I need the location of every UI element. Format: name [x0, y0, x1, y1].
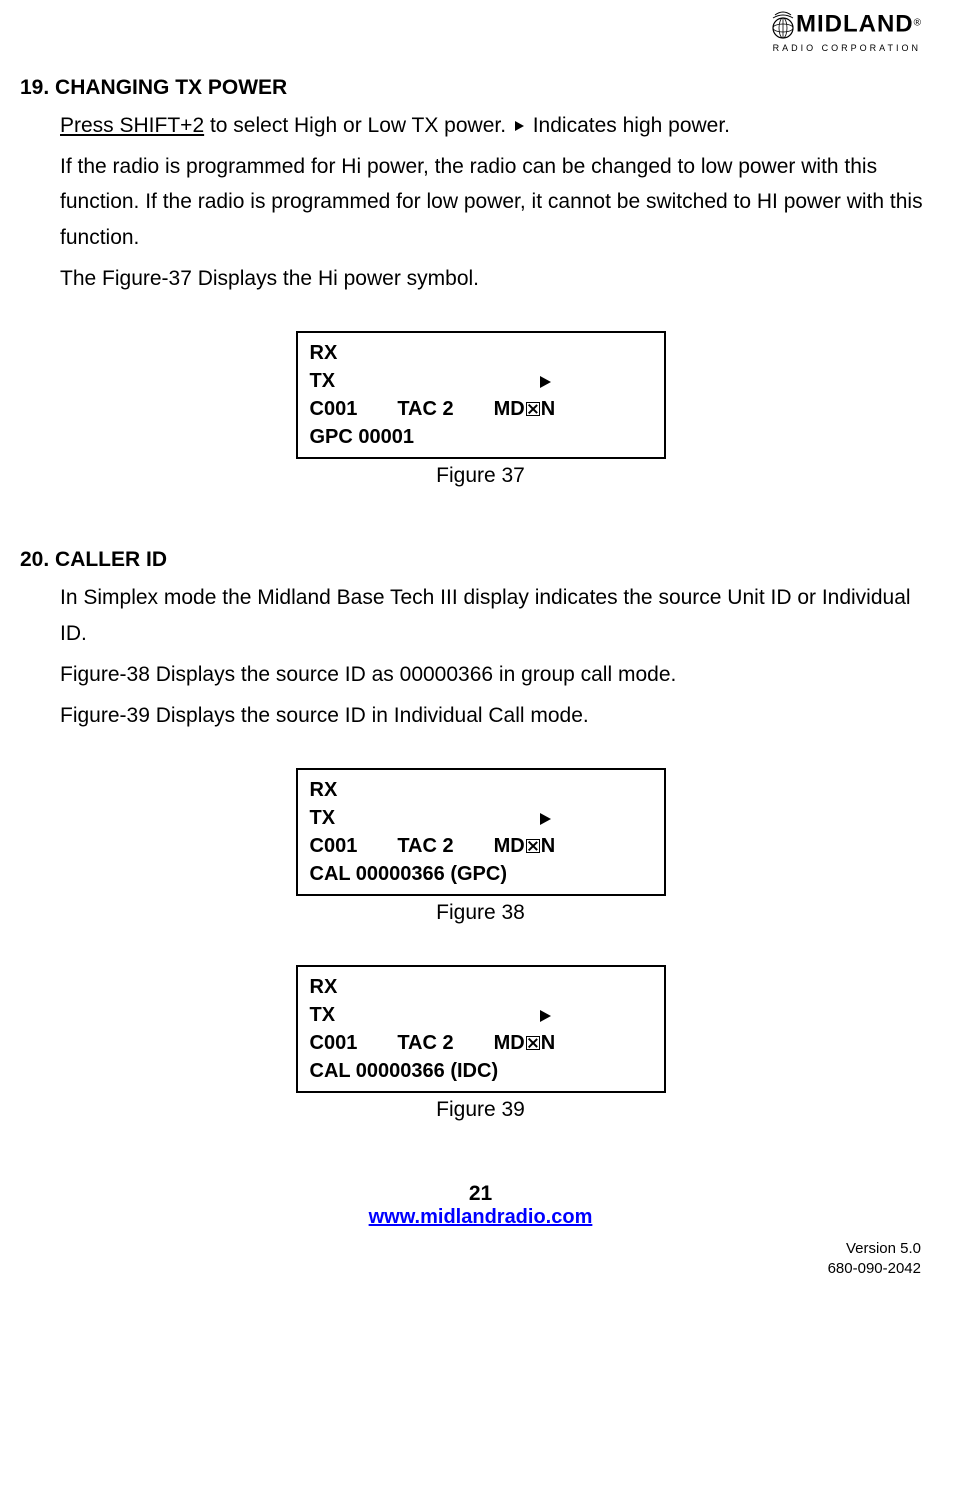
figure-row: GPC 00001 — [310, 423, 652, 451]
figure-38-caption: Figure 38 — [20, 901, 941, 925]
page-number: 21 — [20, 1182, 941, 1206]
figure-38-box: RX TX C001 TAC 2 MDN CAL 00000366 (GPC) — [296, 768, 666, 896]
figure-row: CAL 00000366 (GPC) — [310, 860, 652, 888]
figure-row: RX — [310, 339, 652, 367]
box-x-icon — [526, 1036, 540, 1050]
figure-row: RX — [310, 973, 652, 1001]
figure-row: RX — [310, 776, 652, 804]
logo: MIDLAND® RADIO CORPORATION — [768, 10, 921, 53]
figure-37-box: RX TX C001 TAC 2 MDN GPC 00001 — [296, 331, 666, 459]
docnum-text: 680-090-2042 — [20, 1259, 921, 1279]
figure-row: TX — [310, 804, 652, 832]
box-x-icon — [526, 402, 540, 416]
figure-row: C001 TAC 2 MDN — [310, 395, 652, 423]
figure-row: TX — [310, 1001, 652, 1029]
footer: 21 www.midlandradio.com — [20, 1182, 941, 1229]
box-x-icon — [526, 839, 540, 853]
figure-39-box: RX TX C001 TAC 2 MDN CAL 00000366 (IDC) — [296, 965, 666, 1093]
triangle-icon — [540, 813, 551, 825]
logo-subtitle: RADIO CORPORATION — [768, 43, 921, 53]
section-20-body-2: Figure-38 Displays the source ID as 0000… — [60, 657, 941, 693]
section-19-heading: 19. CHANGING TX POWER — [20, 76, 941, 100]
triangle-icon — [540, 376, 551, 388]
footer-meta: Version 5.0 680-090-2042 — [20, 1239, 941, 1278]
triangle-icon — [515, 121, 524, 131]
figure-row: CAL 00000366 (IDC) — [310, 1057, 652, 1085]
figure-39-caption: Figure 39 — [20, 1098, 941, 1122]
section-20-heading: 20. CALLER ID — [20, 548, 941, 572]
footer-link[interactable]: www.midlandradio.com — [369, 1206, 593, 1228]
globe-icon — [768, 10, 798, 45]
shift-instruction: Press SHIFT+2 — [60, 114, 204, 137]
section-19-body: Press SHIFT+2 to select High or Low TX p… — [60, 108, 941, 144]
section-20-body-1: In Simplex mode the Midland Base Tech II… — [60, 580, 941, 651]
logo-text: MIDLAND — [796, 11, 914, 38]
triangle-icon — [540, 1010, 551, 1022]
figure-row: C001 TAC 2 MDN — [310, 1029, 652, 1057]
section-19-body-3: The Figure-37 Displays the Hi power symb… — [60, 261, 941, 297]
version-text: Version 5.0 — [20, 1239, 921, 1259]
figure-row: C001 TAC 2 MDN — [310, 832, 652, 860]
figure-37-caption: Figure 37 — [20, 464, 941, 488]
logo-container: MIDLAND® RADIO CORPORATION — [20, 10, 941, 56]
section-19-body-2: If the radio is programmed for Hi power,… — [60, 149, 941, 256]
figure-row: TX — [310, 367, 652, 395]
section-20-body-3: Figure-39 Displays the source ID in Indi… — [60, 698, 941, 734]
